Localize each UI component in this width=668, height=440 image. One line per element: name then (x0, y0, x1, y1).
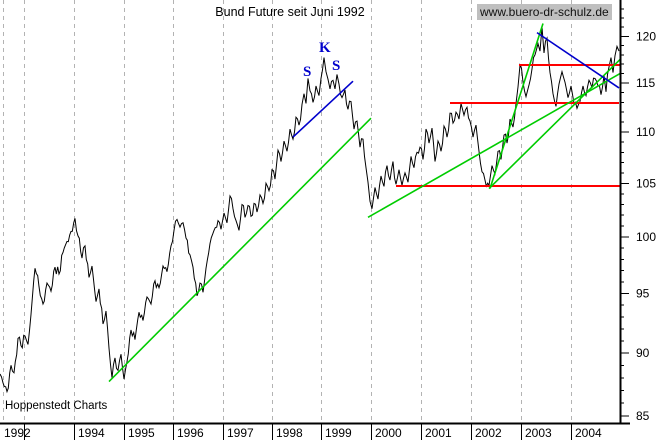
pattern-label-s: S (332, 58, 341, 74)
price-tick-label: 110 (636, 125, 655, 139)
year-label: 2001 (425, 426, 452, 440)
year-label: 2002 (475, 426, 502, 440)
uptrend-2000-2004 (367, 72, 621, 219)
price-tick-label: 105 (636, 176, 656, 190)
annotation-lines-group (108, 23, 622, 383)
pattern-label-k: K (319, 40, 331, 56)
year-label: 1994 (78, 426, 105, 440)
chart-provider-label: Hoppenstedt Charts (5, 400, 108, 412)
uptrend-2002-fan (488, 57, 622, 190)
downtrend-2003-2004 (536, 31, 620, 89)
price-tick-label: 120 (636, 29, 656, 43)
price-line (0, 27, 620, 394)
year-label: 1992 (4, 426, 31, 440)
chart-title: Bund Future seit Juni 1992 (215, 5, 365, 19)
uptrend-2002-steep (489, 23, 544, 189)
year-label: 1997 (227, 426, 254, 440)
price-line-group (0, 27, 620, 394)
price-tick-label: 115 (636, 76, 655, 90)
price-tick-label: 100 (636, 230, 656, 244)
year-label: 2003 (525, 426, 552, 440)
uptrend-1994-2000 (108, 117, 372, 383)
year-label: 1998 (276, 426, 303, 440)
price-tick-label: 90 (636, 346, 650, 360)
year-label: 2000 (375, 426, 402, 440)
year-label: 2004 (575, 426, 602, 440)
sks-neckline (292, 80, 354, 138)
pattern-label-s: S (303, 64, 312, 80)
year-label: 1995 (128, 426, 155, 440)
price-tick-label: 95 (636, 286, 650, 300)
watermark-url: www.buero-dr-schulz.de (477, 4, 612, 20)
year-label: 1996 (177, 426, 204, 440)
price-tick-label: 85 (636, 409, 650, 423)
year-gridlines (3, 0, 572, 423)
year-label: 1999 (325, 426, 352, 440)
